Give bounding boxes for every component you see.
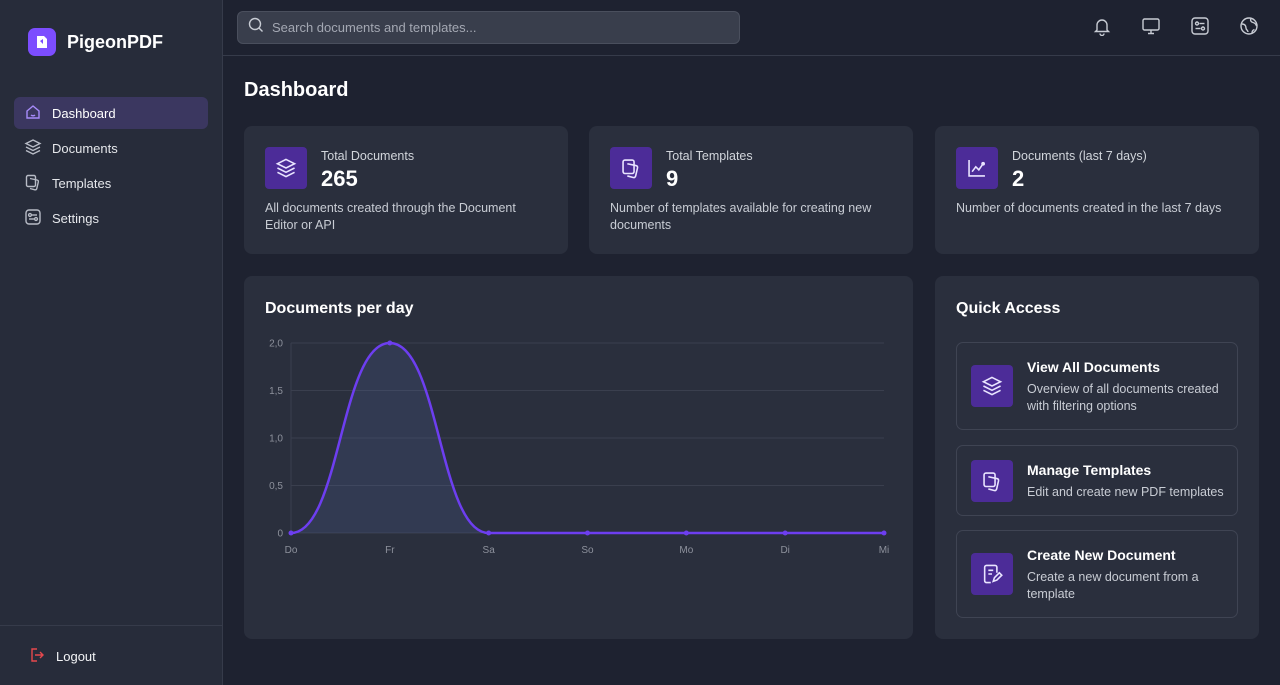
chart-x-tick-label: Fr (385, 545, 395, 556)
chart-data-point (288, 530, 294, 536)
quick-access-manage-templates[interactable]: Manage Templates Edit and create new PDF… (956, 445, 1238, 516)
chart-y-tick-label: 0 (277, 529, 283, 540)
chart-data-point (585, 530, 590, 536)
sidebar-nav: Dashboard Documents Templates Settings (14, 97, 208, 237)
chart-y-tick-label: 2,0 (269, 339, 283, 350)
stat-card-total-documents: Total Documents 265 All documents create… (244, 126, 568, 254)
chart-data-point (387, 340, 393, 346)
sidebar-item-label: Settings (52, 210, 99, 226)
chart-data-point (782, 530, 788, 536)
chart-series-line (290, 341, 884, 535)
chart-title: Documents per day (265, 300, 414, 317)
quick-access-title: Quick Access (956, 300, 1061, 317)
layers-icon (265, 147, 307, 189)
sidebar-item-label: Templates (52, 175, 112, 191)
sidebar-item-label: Documents (52, 140, 118, 156)
quick-access-name: Create New Document (1027, 547, 1176, 563)
sidebar-item-label: Dashboard (52, 105, 116, 121)
stat-value: 265 (321, 166, 358, 191)
chart-x-tick-label: Sa (483, 545, 496, 556)
quick-access-create-new-document[interactable]: Create New Document Create a new documen… (956, 530, 1238, 618)
layers-icon (971, 365, 1013, 407)
pigeon-logo-icon (28, 28, 56, 56)
chart-card: Documents per day 0 0,5 1,0 1,5 2,0 Do Fr Sa So M… (244, 276, 913, 639)
chart-x-tick-label: Mi (879, 545, 890, 556)
logout-icon (28, 647, 44, 666)
chart-data-point (683, 530, 689, 536)
brand[interactable]: PigeonPDF (28, 28, 163, 56)
sidebar-footer: Logout (0, 625, 223, 685)
logout-button[interactable]: Logout (28, 647, 96, 666)
chart-y-tick-label: 1,5 (269, 386, 283, 397)
quick-access-description: Overview of all documents created with f… (1027, 382, 1219, 413)
stat-label: Total Documents (321, 149, 415, 163)
page-title: Dashboard (244, 79, 349, 101)
app-name: PigeonPDF (67, 31, 164, 52)
quick-access-description: Create a new document from a template (1027, 570, 1199, 601)
sidebar-item-templates[interactable]: Templates (14, 167, 208, 199)
settings-toggle-icon[interactable] (1189, 15, 1211, 37)
globe-icon[interactable] (1238, 15, 1260, 37)
sidebar-item-dashboard[interactable]: Dashboard (14, 97, 208, 129)
sidebar-item-documents[interactable]: Documents (14, 132, 208, 164)
stat-value: 9 (666, 166, 679, 191)
topbar-actions (1091, 15, 1260, 37)
stat-card-total-templates: Total Templates 9 Number of templates av… (589, 126, 913, 254)
quick-access-name: View All Documents (1027, 359, 1161, 375)
chart-x-tick-label: Di (780, 545, 789, 556)
logout-label: Logout (56, 649, 96, 664)
search-input[interactable] (272, 20, 712, 35)
quick-access-description: Edit and create new PDF templates (1027, 485, 1224, 499)
bell-icon[interactable] (1091, 15, 1113, 37)
stat-description: All documents created through the Docume… (265, 201, 516, 232)
sidebar: PigeonPDF Dashboard Documents Templates … (0, 0, 223, 685)
monitor-icon[interactable] (1140, 15, 1162, 37)
home-icon (24, 103, 42, 124)
chart-x-tick-label: Do (285, 545, 298, 556)
document-edit-icon (971, 553, 1013, 595)
sidebar-item-settings[interactable]: Settings (14, 202, 208, 234)
search-box[interactable] (237, 11, 740, 44)
quick-access-name: Manage Templates (1027, 462, 1152, 478)
stat-value: 2 (1012, 166, 1025, 191)
chart-area-fill (291, 343, 884, 533)
templates-icon (971, 460, 1013, 502)
chart-y-tick-label: 0,5 (269, 481, 283, 492)
stat-label: Total Templates (666, 149, 753, 163)
layers-icon (24, 138, 42, 159)
search-icon (248, 17, 264, 38)
stat-description: Number of documents created in the last … (956, 201, 1222, 215)
chart-y-tick-label: 1,0 (269, 434, 283, 445)
templates-icon (610, 147, 652, 189)
quick-access-card: Quick Access View All Documents Overview… (935, 276, 1259, 639)
chart-x-tick-label: Mo (679, 545, 693, 556)
chart-data-point (486, 530, 492, 536)
chart-x-tick-label: So (581, 545, 594, 556)
chart-line-icon (956, 147, 998, 189)
stat-description: Number of templates available for creati… (610, 201, 872, 232)
templates-icon (24, 173, 42, 194)
stat-card-documents-last-7-days: Documents (last 7 days) 2 Number of docu… (935, 126, 1259, 254)
stat-label: Documents (last 7 days) (1012, 149, 1147, 163)
chart-data-point (881, 530, 887, 536)
documents-per-day-chart: 0 0,5 1,0 1,5 2,0 Do Fr Sa So Mo Di Mi (269, 339, 890, 557)
quick-access-view-all-documents[interactable]: View All Documents Overview of all docum… (956, 342, 1238, 430)
topbar (223, 0, 1280, 56)
settings-icon (24, 208, 42, 229)
